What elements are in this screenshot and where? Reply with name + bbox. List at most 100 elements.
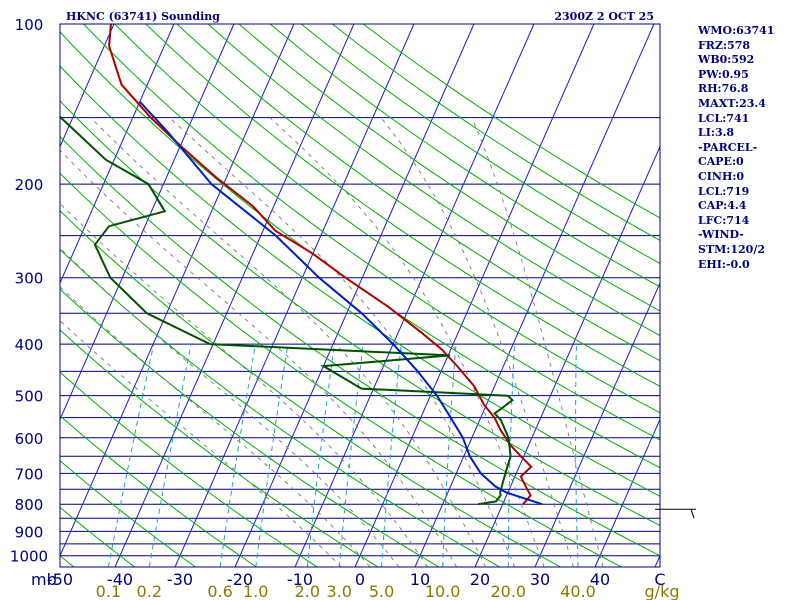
index-cinh: CINH:0 <box>698 169 745 183</box>
x-tick-label: -20 <box>227 570 253 589</box>
dry-adiabat <box>114 24 660 414</box>
chart-time: 2300Z 2 OCT 25 <box>554 10 654 23</box>
indices-panel: WMO:63741 FRZ:578 WB0:592 PW:0.95 RH:76.… <box>698 24 798 272</box>
isotherm-line <box>114 24 355 567</box>
moist-adiabat <box>380 117 574 567</box>
y-tick-label: 800 <box>15 496 44 514</box>
dry-adiabat <box>207 24 660 337</box>
isotherm-line <box>60 24 175 285</box>
index-stm: STM:120/2 <box>698 242 765 256</box>
y-tick-label: 900 <box>15 523 44 541</box>
dry-adiabat <box>60 506 136 567</box>
x-tick-label: 10 <box>410 570 430 589</box>
mixing-ratio-line <box>442 344 457 567</box>
y-tick-label: 500 <box>15 388 44 406</box>
index-cape: CAPE:0 <box>698 155 744 169</box>
moist-adiabat <box>269 117 545 567</box>
index-cap: CAP:4.4 <box>698 199 747 213</box>
dry-adiabat <box>60 172 622 567</box>
mixing-ratio-line <box>381 344 402 567</box>
y-tick-label: 600 <box>15 430 44 448</box>
moist-adiabat <box>60 286 371 567</box>
mixing-ratio-line <box>575 344 579 567</box>
y-tick-label: 300 <box>15 270 44 288</box>
dry-adiabat <box>60 460 196 567</box>
index-frz: FRZ:578 <box>698 38 751 52</box>
chart-title: HKNC (63741) Sounding <box>66 10 220 23</box>
moist-adiabat <box>60 149 457 567</box>
mixing-ratio-label: 2.0 <box>295 582 320 600</box>
y-tick-label: 700 <box>15 465 44 483</box>
mixing-ratio-line <box>338 344 364 567</box>
dry-adiabat <box>83 24 660 441</box>
x-tick-label: 30 <box>530 570 550 589</box>
dry-adiabat <box>60 248 500 567</box>
index-ehi: EHI:-0.0 <box>698 257 750 271</box>
x-tick-label: -50 <box>47 570 73 589</box>
index-wind-header: -WIND- <box>698 228 744 242</box>
index-maxt: MAXT:23.4 <box>698 96 766 110</box>
dry-adiabat <box>60 100 660 527</box>
y-tick-label: 200 <box>15 176 44 194</box>
index-lcl: LCL:741 <box>698 111 750 125</box>
mixing-ratio-label: 5.0 <box>369 582 394 600</box>
dry-adiabat <box>60 135 660 557</box>
dewpoint-trace <box>60 115 514 506</box>
isotherm-line <box>534 281 660 567</box>
mixing-ratio-label: g/kg <box>645 582 680 600</box>
dry-adiabat <box>145 24 660 387</box>
isotherm-line <box>60 24 295 557</box>
mixing-ratio-labels: 0.1 0.2 0.6 1.0 2.0 3.0 5.0 10.0 20.0 40.0 g/kg <box>96 582 680 600</box>
x-tick-label: -40 <box>107 570 133 589</box>
mixing-ratio-label: 3.0 <box>327 582 352 600</box>
dry-adiabat <box>176 24 660 362</box>
mixing-ratio-label: 0.6 <box>207 582 232 600</box>
wind-barb-flag <box>690 509 695 519</box>
mixing-ratio-label: 10.0 <box>425 582 461 600</box>
isotherm-line <box>354 24 595 567</box>
index-wmo: WMO:63741 <box>698 24 775 37</box>
mixing-ratio-line <box>507 344 515 567</box>
grid-layer <box>60 24 660 567</box>
mixing-ratio-label: 20.0 <box>490 582 526 600</box>
dry-adiabat <box>60 415 257 567</box>
dry-adiabat <box>269 24 660 288</box>
moist-adiabat <box>169 117 516 567</box>
dry-adiabat <box>60 65 660 497</box>
x-axis-labels: -50 -40 -30 -20 -10 0 10 20 30 40 C <box>47 570 666 589</box>
y-tick-label: 100 <box>15 16 44 34</box>
wind-layer <box>655 508 696 519</box>
moist-adiabat <box>471 117 604 567</box>
mixing-ratio-label: 40.0 <box>560 582 596 600</box>
dry-adiabat <box>300 24 660 265</box>
mixing-ratio-label: 0.1 <box>96 582 121 600</box>
index-rh: RH:76.8 <box>698 82 749 96</box>
isotherm-line <box>60 24 235 421</box>
isotherm-line <box>234 24 475 567</box>
x-tick-label: -10 <box>287 570 313 589</box>
isotherm-line <box>594 418 660 567</box>
dry-adiabat <box>60 329 379 567</box>
y-axis-unit: mb <box>31 570 57 589</box>
isotherm-line <box>60 24 115 148</box>
moist-adiabat <box>90 117 487 567</box>
traces-layer <box>60 24 543 506</box>
x-tick-label: 20 <box>470 570 490 589</box>
y-tick-label: 400 <box>15 336 44 354</box>
dry-adiabat <box>60 31 660 469</box>
y-axis-labels: 100 200 300 400 500 600 700 800 900 1000 <box>10 16 48 566</box>
x-tick-label: 0 <box>355 570 365 589</box>
index-parcel-lcl: LCL:719 <box>698 184 750 198</box>
x-tick-label: C <box>654 570 665 589</box>
mixing-ratio-label: 1.0 <box>243 582 268 600</box>
index-lfc: LFC:714 <box>698 213 750 227</box>
isotherm-line <box>414 24 655 567</box>
index-wb0: WB0:592 <box>698 53 755 67</box>
plot-frame <box>59 23 661 568</box>
parcel-trace <box>139 101 543 506</box>
index-parcel-header: -PARCEL- <box>698 140 758 154</box>
dry-adiabat <box>60 210 561 567</box>
isotherm-line <box>174 24 415 567</box>
x-tick-label: 40 <box>590 570 610 589</box>
